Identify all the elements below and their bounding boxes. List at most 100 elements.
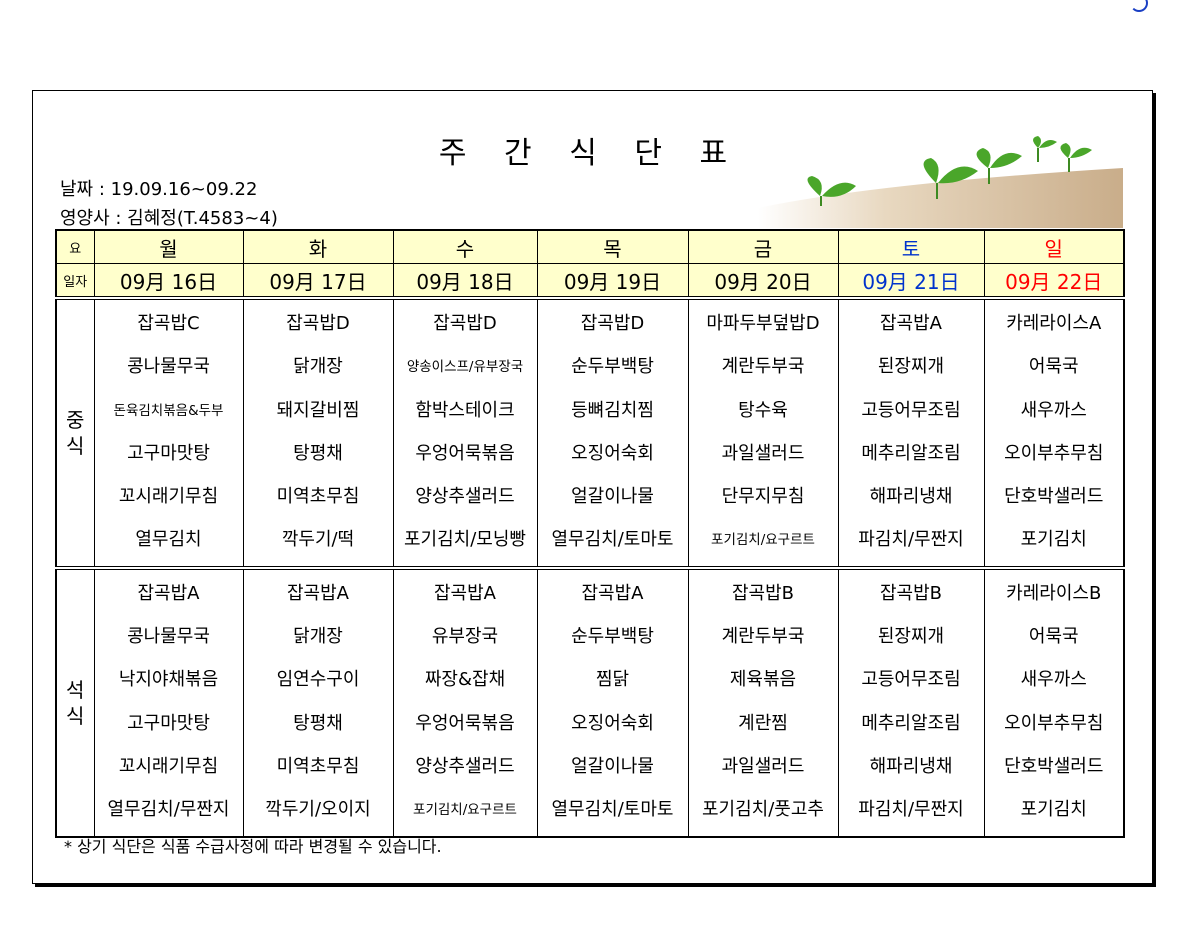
menu-item: 잡곡밥D [286, 313, 350, 334]
date-cell: 09月 18日 [392, 263, 538, 300]
menu-item: 닭개장 [293, 356, 343, 378]
menu-item: 잡곡밥A [434, 582, 496, 604]
menu-item: 메추리알조림 [861, 712, 961, 734]
menu-item: 단호박샐러드 [1004, 755, 1104, 777]
menu-item: 탕수육 [738, 399, 788, 421]
date-cell: 09月 20日 [687, 263, 839, 300]
menu-item: 계란두부국 [721, 356, 805, 378]
date-cell: 09月 22日 [983, 263, 1125, 300]
menu-item: 잡곡밥D [433, 313, 497, 334]
date-cell: 09月 16日 [93, 263, 244, 300]
day-cell: 목 [536, 229, 689, 264]
menu-item: 열무김치/토마토 [551, 529, 674, 551]
menu-item: 제육볶음 [729, 669, 797, 691]
menu-item: 잡곡밥D [580, 313, 645, 334]
menu-item: 단호박샐러드 [1004, 486, 1104, 508]
menu-item: 미역초무침 [276, 486, 360, 508]
dinner-menu-cell: 잡곡밥A 순두부백탕 찜닭 오징어숙회 얼갈이나물 열무김치/토마토 [536, 567, 689, 838]
menu-item: 잡곡밥B [731, 582, 795, 604]
menu-item: 해파리냉채 [869, 755, 953, 777]
menu-item: 고구마맛탕 [127, 712, 210, 734]
menu-item: 오징어숙회 [571, 712, 654, 734]
menu-item: 파김치/무짠지 [858, 799, 964, 821]
menu-item: 어묵국 [1028, 626, 1079, 648]
menu-item: 미역초무침 [276, 755, 360, 777]
menu-item: 낙지야채볶음 [118, 669, 219, 691]
date-cell: 09月 17日 [242, 263, 394, 300]
menu-item: 포기김치 [1020, 529, 1087, 551]
page-title: 주 간 식 단 표 [438, 136, 742, 171]
day-cell: 수 [392, 229, 538, 264]
document-frame [32, 90, 1153, 884]
menu-item: 잡곡밥B [879, 582, 943, 604]
menu-item: 포기김치 [1020, 799, 1087, 821]
day-cell: 화 [242, 229, 394, 264]
day-cell: 월 [93, 229, 244, 264]
menu-item: 열무김치/무짠지 [107, 799, 230, 821]
menu-item: 콩나물무국 [127, 626, 210, 648]
day-header-label: 요 [55, 229, 95, 264]
lunch-menu-cell: 잡곡밥D 양송이스프/유부장국 함박스테이크 우엉어묵볶음 양상추샐러드 포기김치/모닝빵 [392, 297, 538, 570]
lunch-menu-cell: 잡곡밥C 콩나물무국 돈육김치볶음&두부 고구마맛탕 꼬시래기무침 열무김치 [93, 297, 244, 570]
menu-item: 우엉어묵볶음 [415, 712, 515, 734]
menu-item: 열무김치/토마토 [551, 799, 674, 821]
menu-item: 어묵국 [1028, 356, 1079, 378]
menu-item: 양상추샐러드 [415, 486, 515, 508]
menu-item: 포기김치/모닝빵 [404, 529, 526, 551]
menu-item: 오이부추무침 [1004, 712, 1104, 734]
menu-item: 순두부백탕 [571, 356, 654, 378]
menu-item: 단무지무침 [721, 486, 805, 508]
dinner-menu-cell: 잡곡밥A 유부장국 짜장&잡채 우엉어묵볶음 양상추샐러드 포기김치/요구르트 [392, 567, 538, 838]
dinner-menu-cell: 잡곡밥B 계란두부국 제육볶음 계란찜 과일샐러드 포기김치/풋고추 [687, 567, 839, 838]
date-header-label: 일자 [55, 263, 95, 300]
menu-item: 탕평채 [293, 712, 343, 734]
menu-item: 깍두기/떡 [281, 529, 355, 551]
menu-item: 계란찜 [738, 712, 788, 734]
sprouts-image [758, 136, 1123, 228]
menu-item: 등뼈김치찜 [571, 399, 654, 421]
menu-item: 순두부백탕 [571, 626, 654, 648]
menu-item: 오이부추무침 [1004, 442, 1104, 464]
menu-item: 닭개장 [293, 626, 343, 648]
menu-item: 된장찌개 [877, 356, 945, 378]
lunch-menu-cell: 카레라이스A 어묵국 새우까스 오이부추무침 단호박샐러드 포기김치 [983, 297, 1125, 570]
menu-item: 꼬시래기무침 [118, 755, 219, 777]
menu-item: 양송이스프/유부장국 [406, 359, 524, 376]
dietitian-info: 영양사 : 김혜정(T.4583~4) [60, 208, 278, 229]
date-cell: 09月 21日 [837, 263, 985, 300]
menu-item: 얼갈이나물 [571, 755, 654, 777]
menu-item: 잡곡밥A [287, 582, 349, 604]
menu-item: 포기김치/요구르트 [711, 532, 815, 549]
menu-item: 과일샐러드 [721, 442, 805, 464]
lunch-menu-cell: 잡곡밥A 된장찌개 고등어무조림 메추리알조림 해파리냉채 파김치/무짠지 [837, 297, 985, 570]
menu-item: 고등어무조림 [861, 669, 961, 691]
menu-item: 유부장국 [431, 626, 499, 648]
day-cell: 금 [687, 229, 839, 264]
menu-item: 마파두부덮밥D [706, 313, 820, 334]
menu-item: 얼갈이나물 [571, 486, 654, 508]
day-cell: 토 [837, 229, 985, 264]
menu-item: 파김치/무짠지 [858, 529, 964, 551]
menu-item: 임연수구이 [276, 669, 360, 691]
menu-item: 된장찌개 [877, 626, 945, 648]
menu-item: 탕평채 [293, 442, 343, 464]
date-cell: 09月 19日 [536, 263, 689, 300]
menu-item: 고구마맛탕 [127, 442, 210, 464]
menu-item: 잡곡밥A [137, 582, 200, 604]
menu-item: 짜장&잡채 [424, 669, 506, 691]
footnote: * 상기 식단은 식품 수급사정에 따라 변경될 수 있습니다. [64, 837, 442, 856]
menu-item: 메추리알조림 [861, 442, 961, 464]
menu-item: 돼지갈비찜 [276, 399, 360, 421]
menu-item: 깍두기/오이지 [265, 799, 371, 821]
lunch-menu-cell: 잡곡밥D 순두부백탕 등뼈김치찜 오징어숙회 얼갈이나물 열무김치/토마토 [536, 297, 689, 570]
menu-item: 카레라이스B [1006, 582, 1102, 604]
menu-item: 포기김치/요구르트 [413, 802, 517, 819]
menu-item: 새우까스 [1020, 669, 1087, 691]
